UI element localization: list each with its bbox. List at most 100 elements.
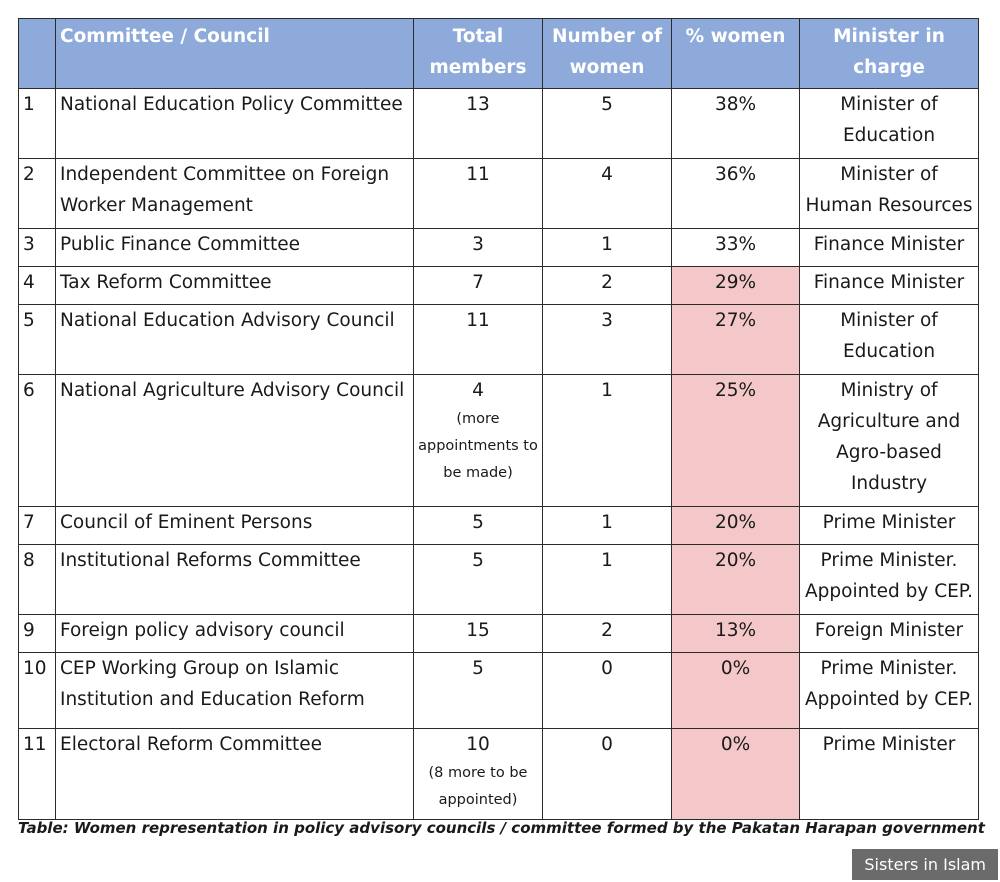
row-number: 11 [18, 728, 56, 820]
total-members-value: 7 [472, 272, 484, 293]
number-of-women: 1 [542, 374, 672, 507]
table-row: 10 CEP Working Group on Islamic Instituti… [18, 652, 979, 729]
percent-women: 0% [671, 652, 800, 729]
number-of-women: 3 [542, 304, 672, 375]
number-of-women: 0 [542, 652, 672, 729]
total-members-value: 3 [472, 234, 484, 255]
header-minister: Minister in charge [799, 18, 979, 89]
row-number: 7 [18, 506, 56, 545]
row-number: 1 [18, 88, 56, 159]
committee-name: CEP Working Group on Islamic Institution… [55, 652, 414, 729]
header-total-members: Total members [413, 18, 543, 89]
number-of-women: 0 [542, 728, 672, 820]
total-members-value: 4 [472, 380, 484, 401]
table-row: 3 Public Finance Committee 3 1 33% Finance Mi… [18, 228, 979, 267]
total-members: 5 [413, 544, 543, 615]
table-row: 5 National Education Advisory Council 11 3 2… [18, 304, 979, 375]
total-members-value: 5 [472, 512, 484, 533]
percent-women: 36% [671, 158, 800, 229]
minister-in-charge: Minister of Human Resources [799, 158, 979, 229]
committee-name: Independent Committee on Foreign Worker … [55, 158, 414, 229]
row-number: 2 [18, 158, 56, 229]
minister-in-charge: Minister of Education [799, 88, 979, 159]
total-members-value: 10 [466, 734, 490, 755]
representation-table: Committee / Council Total members Number… [18, 18, 979, 820]
number-of-women: 1 [542, 228, 672, 267]
table-row: 8 Institutional Reforms Committee 5 1 20% Pri… [18, 544, 979, 615]
committee-name: Public Finance Committee [55, 228, 414, 267]
total-members: 5 [413, 506, 543, 545]
total-members-value: 11 [466, 310, 490, 331]
number-of-women: 4 [542, 158, 672, 229]
table-row: 4 Tax Reform Committee 7 2 29% Finance Minist… [18, 266, 979, 305]
committee-name: Electoral Reform Committee [55, 728, 414, 820]
table-row: 9 Foreign policy advisory council 15 2 13% Fo… [18, 614, 979, 653]
total-members-value: 5 [472, 658, 484, 679]
number-of-women: 2 [542, 266, 672, 305]
header-no [18, 18, 56, 89]
total-members: 13 [413, 88, 543, 159]
minister-in-charge: Prime Minister [799, 728, 979, 820]
minister-in-charge: Minister of Education [799, 304, 979, 375]
watermark-label: Sisters in Islam [852, 849, 998, 880]
minister-in-charge: Finance Minister [799, 228, 979, 267]
percent-women: 0% [671, 728, 800, 820]
row-number: 6 [18, 374, 56, 507]
total-members-note: (8 more to be appointed) [428, 765, 528, 808]
header-committee: Committee / Council [55, 18, 414, 89]
header-percent-women: % women [671, 18, 800, 89]
minister-in-charge: Foreign Minister [799, 614, 979, 653]
number-of-women: 5 [542, 88, 672, 159]
row-number: 5 [18, 304, 56, 375]
minister-in-charge: Prime Minister. Appointed by CEP. [799, 544, 979, 615]
committee-name: National Agriculture Advisory Council [55, 374, 414, 507]
number-of-women: 2 [542, 614, 672, 653]
minister-in-charge: Prime Minister [799, 506, 979, 545]
committee-name: Foreign policy advisory council [55, 614, 414, 653]
committee-name: National Education Policy Committee [55, 88, 414, 159]
row-number: 4 [18, 266, 56, 305]
percent-women: 13% [671, 614, 800, 653]
total-members: 5 [413, 652, 543, 729]
total-members: 10 (8 more to be appointed) [413, 728, 543, 820]
table-row: 11 Electoral Reform Committee 10 (8 more to… [18, 728, 979, 820]
number-of-women: 1 [542, 544, 672, 615]
row-number: 8 [18, 544, 56, 615]
minister-in-charge: Finance Minister [799, 266, 979, 305]
total-members-value: 5 [472, 550, 484, 571]
minister-in-charge: Prime Minister. Appointed by CEP. [799, 652, 979, 729]
number-of-women: 1 [542, 506, 672, 545]
total-members: 3 [413, 228, 543, 267]
header-row: Committee / Council Total members Number… [18, 18, 979, 89]
row-number: 3 [18, 228, 56, 267]
total-members-note: (more appointments to be made) [418, 411, 538, 481]
committee-name: Tax Reform Committee [55, 266, 414, 305]
total-members: 4 (more appointments to be made) [413, 374, 543, 507]
percent-women: 27% [671, 304, 800, 375]
percent-women: 20% [671, 544, 800, 615]
header-number-of-women: Number of women [542, 18, 672, 89]
table-row: 2 Independent Committee on Foreign Worker… [18, 158, 979, 229]
minister-in-charge: Ministry of Agriculture and Agro-based I… [799, 374, 979, 507]
committee-name: National Education Advisory Council [55, 304, 414, 375]
total-members: 15 [413, 614, 543, 653]
table-caption: Table: Women representation in policy ad… [18, 819, 985, 837]
total-members: 11 [413, 158, 543, 229]
committee-name: Institutional Reforms Committee [55, 544, 414, 615]
total-members-value: 11 [466, 164, 490, 185]
total-members: 7 [413, 266, 543, 305]
total-members-value: 15 [466, 620, 490, 641]
committee-name: Council of Eminent Persons [55, 506, 414, 545]
row-number: 10 [18, 652, 56, 729]
row-number: 9 [18, 614, 56, 653]
percent-women: 29% [671, 266, 800, 305]
percent-women: 38% [671, 88, 800, 159]
total-members: 11 [413, 304, 543, 375]
percent-women: 25% [671, 374, 800, 507]
total-members-value: 13 [466, 94, 490, 115]
percent-women: 20% [671, 506, 800, 545]
table-row: 7 Council of Eminent Persons 5 1 20% Prime Mi… [18, 506, 979, 545]
percent-women: 33% [671, 228, 800, 267]
table-row: 1 National Education Policy Committee 13 5 3… [18, 88, 979, 159]
table-row: 6 National Agriculture Advisory Council 4 (… [18, 374, 979, 507]
